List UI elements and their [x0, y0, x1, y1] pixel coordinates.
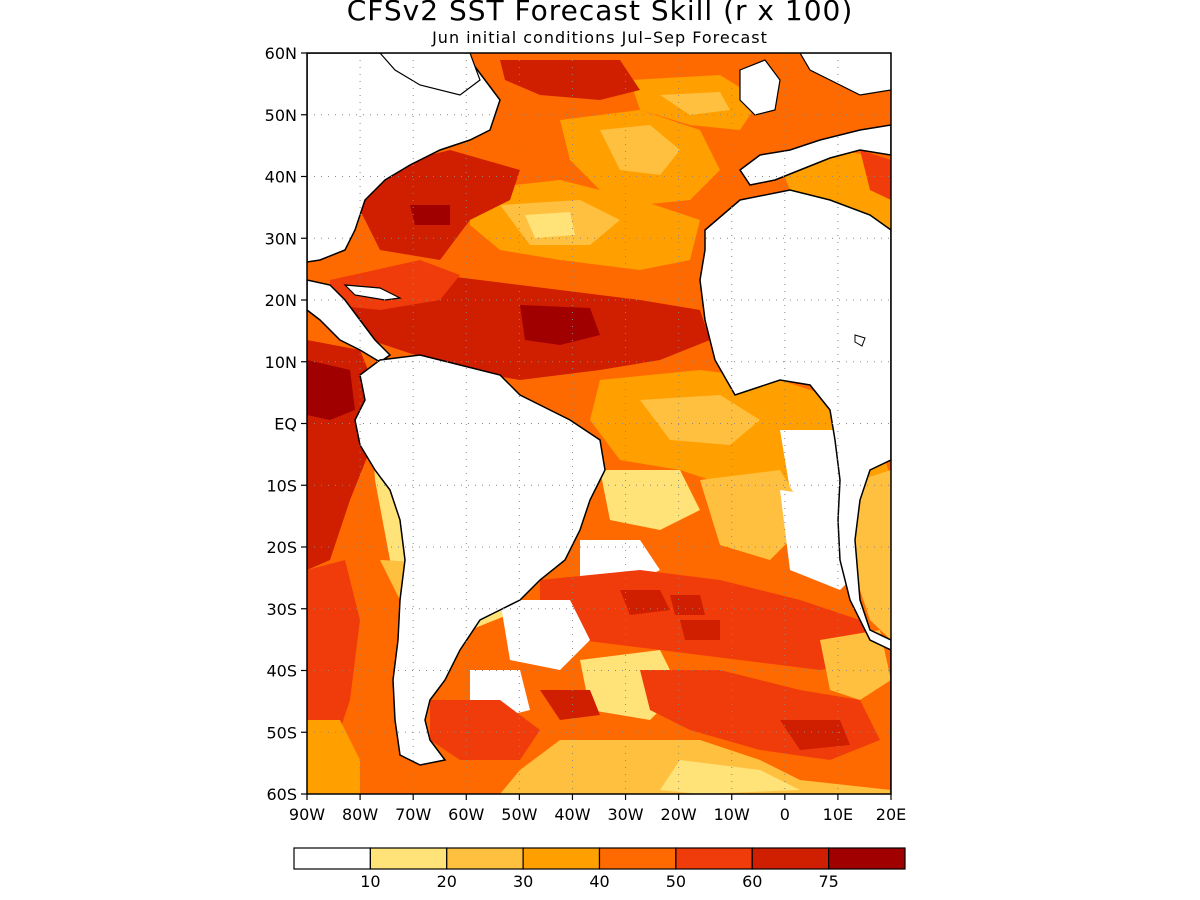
lat-tick-label: 30S — [266, 600, 297, 619]
central-america-land — [307, 279, 392, 363]
lat-tick-label: 40S — [266, 662, 297, 681]
colorbar-label: 30 — [513, 872, 533, 891]
lon-tick-label: 90W — [289, 805, 325, 824]
greenland-land — [379, 53, 481, 96]
colorbar-label: 40 — [589, 872, 609, 891]
lon-tick-label: 10W — [714, 805, 750, 824]
lat-tick-label: 60N — [265, 44, 297, 63]
scandinavia-land — [799, 53, 891, 96]
lon-tick-label: 60W — [448, 805, 484, 824]
colorbar-label: 75 — [818, 872, 838, 891]
lat-tick-label: 50S — [266, 723, 297, 742]
colorbar: 10 20 30 40 50 60 75 — [293, 847, 906, 891]
lat-tick-label: 20S — [266, 538, 297, 557]
colorbar-swatch — [751, 847, 830, 870]
map-title: CFSv2 SST Forecast Skill (r x 100) — [346, 0, 854, 27]
colorbar-swatch — [369, 847, 448, 870]
lon-tick-label: 50W — [501, 805, 537, 824]
colorbar-swatch — [598, 847, 677, 870]
british-isles-land — [739, 59, 781, 116]
latitude-axis: 60N 50N 40N 30N 20N 10N EQ 10S 20S 30S 40S 50S 60S — [265, 44, 307, 804]
colorbar-swatch — [293, 847, 371, 870]
lat-tick-label: 10N — [265, 353, 297, 372]
lon-tick-label: 30W — [607, 805, 643, 824]
colorbar-label: 50 — [666, 872, 686, 891]
lat-tick-label: 60S — [266, 785, 297, 804]
europe-land — [738, 124, 891, 186]
lat-tick-label: 10S — [266, 476, 297, 495]
lon-tick-label: 20E — [876, 805, 906, 824]
cuba-land — [343, 284, 403, 301]
colorbar-label: 20 — [437, 872, 457, 891]
lat-tick-label: 50N — [265, 106, 297, 125]
lat-tick-label: 30N — [265, 229, 297, 248]
colorbar-swatch — [522, 847, 601, 870]
lon-tick-label: 70W — [395, 805, 431, 824]
lon-tick-label: 40W — [554, 805, 590, 824]
lon-tick-label: 10E — [823, 805, 853, 824]
lat-tick-label: 40N — [265, 168, 297, 187]
map-subtitle: Jun initial conditions Jul–Sep Forecast — [432, 28, 768, 47]
sst-skill-field — [307, 53, 891, 794]
africa-land — [699, 189, 891, 794]
colorbar-label: 60 — [742, 872, 762, 891]
lat-tick-label: 20N — [265, 291, 297, 310]
lat-tick-label: EQ — [274, 415, 297, 434]
colorbar-swatch — [446, 847, 524, 870]
north-america-land — [307, 53, 501, 263]
south-america-land — [354, 354, 606, 766]
colorbar-swatch — [828, 847, 906, 870]
lon-tick-label: 0 — [780, 805, 790, 824]
colorbar-label: 10 — [360, 872, 380, 891]
lon-tick-label: 20W — [661, 805, 697, 824]
colorbar-swatch — [675, 847, 753, 870]
longitude-axis: 90W 80W 70W 60W 50W 40W 30W 20W 10W 0 10E 20E — [289, 794, 906, 824]
lon-tick-label: 80W — [342, 805, 378, 824]
